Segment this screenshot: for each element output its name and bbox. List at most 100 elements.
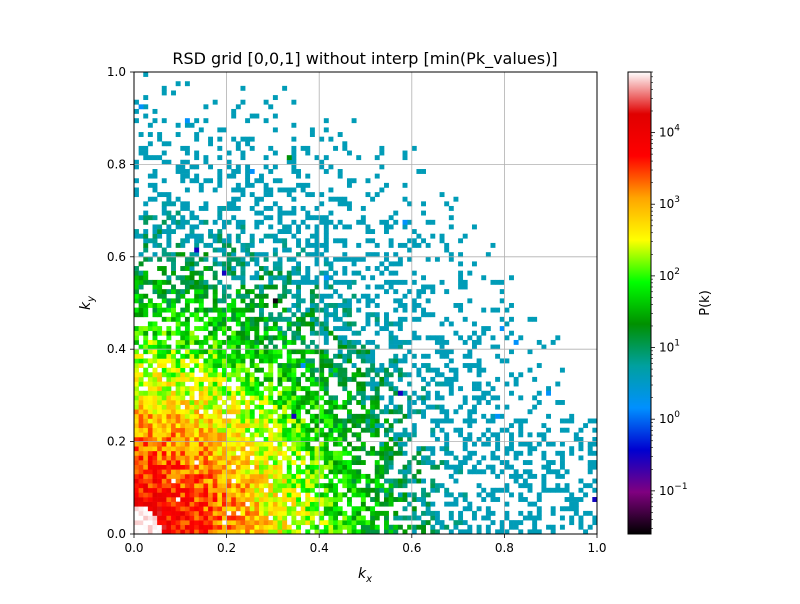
heatmap-cell [300,441,306,447]
heatmap-cell [286,210,292,216]
heatmap-cell [240,326,246,332]
heatmap-cell [546,441,551,447]
heatmap-outliers [138,104,598,502]
heatmap-cell [235,321,241,327]
heatmap-cell [134,284,139,290]
heatmap-cell [309,316,315,322]
heatmap-cell [476,386,482,392]
heatmap-cell [365,303,371,308]
heatmap-cell [245,344,251,350]
heatmap-cell [235,460,241,465]
heatmap-cell [221,473,227,479]
heatmap-cell [157,242,163,248]
heatmap-cell [370,386,376,392]
heatmap-cell [309,483,315,489]
heatmap-cell [323,390,329,396]
heatmap-cell [476,363,482,368]
heatmap-cell [134,187,139,193]
heatmap-cell [245,326,251,332]
heatmap-cell [421,289,426,295]
heatmap-cell [282,376,288,382]
heatmap-cell [268,436,274,442]
heatmap-cell [180,307,186,313]
heatmap-cell [198,515,204,521]
heatmap-cell [171,473,176,479]
heatmap-cell [134,404,139,410]
heatmap-cell [143,432,149,438]
heatmap-cell [152,321,158,327]
heatmap-cell [402,358,408,364]
heatmap-cell [384,450,389,456]
heatmap-cell [245,478,251,484]
heatmap-cell [180,321,186,327]
heatmap-cell [286,460,292,465]
heatmap-cell [555,400,561,405]
heatmap-cell [444,242,450,248]
heatmap-cell [134,339,139,345]
heatmap-cell [245,492,251,498]
heatmap-cell [249,321,255,327]
heatmap-cell [291,404,297,410]
heatmap-cell [296,358,301,364]
heatmap-cell [444,446,450,452]
heatmap-cell [309,233,315,239]
heatmap-cell [282,229,288,234]
heatmap-cell [268,524,274,530]
heatmap-cell [272,275,278,281]
heatmap-cell [527,446,533,452]
heatmap-cell [462,284,468,290]
heatmap-cell [458,529,464,535]
heatmap-cell [471,395,477,401]
heatmap-cell [166,316,172,322]
heatmap-cell [171,376,176,382]
heatmap-cell [147,215,153,221]
heatmap-cell [374,155,380,161]
heatmap-cell [175,367,181,373]
heatmap-cell [342,224,348,230]
heatmap-cell [254,367,260,373]
heatmap-cell [166,497,172,502]
heatmap-cell [180,436,186,442]
heatmap-cell [365,316,371,322]
heatmap-cell [240,464,246,470]
heatmap-cell [157,400,163,405]
heatmap-cell [277,418,283,424]
heatmap-cell [550,529,556,535]
heatmap-cell [300,279,306,285]
heatmap-cell [180,312,186,318]
heatmap-cell [323,423,329,429]
heatmap-cell [184,487,190,493]
heatmap-cell [134,473,139,479]
heatmap-cell [198,423,204,429]
heatmap-cell [458,303,464,308]
heatmap-cell [161,192,167,198]
heatmap-cell [305,275,311,281]
heatmap-cell [143,441,149,447]
heatmap-cell [166,303,172,308]
heatmap-cell [337,367,343,373]
heatmap-cell [161,487,167,493]
heatmap-cell [309,349,315,355]
heatmap-cell [245,524,251,530]
heatmap-cell [592,464,598,470]
heatmap-cell [370,381,376,387]
heatmap-cell [175,409,181,415]
heatmap-cell [314,501,320,507]
heatmap-cell [175,169,181,174]
heatmap-cell [171,289,176,295]
heatmap-cell [309,127,315,133]
heatmap-cell [221,478,227,484]
heatmap-cell [161,395,167,401]
heatmap-cell [157,473,163,479]
colorbar-tick-label: 103 [659,195,680,211]
heatmap-cell [296,510,301,516]
heatmap-cell [259,510,264,516]
heatmap-cell [314,413,320,419]
heatmap-cell [231,473,237,479]
heatmap-cell [152,353,158,359]
heatmap-cell [296,404,301,410]
heatmap-cell [152,381,158,387]
heatmap-cell [453,367,459,373]
heatmap-cell [143,113,149,119]
